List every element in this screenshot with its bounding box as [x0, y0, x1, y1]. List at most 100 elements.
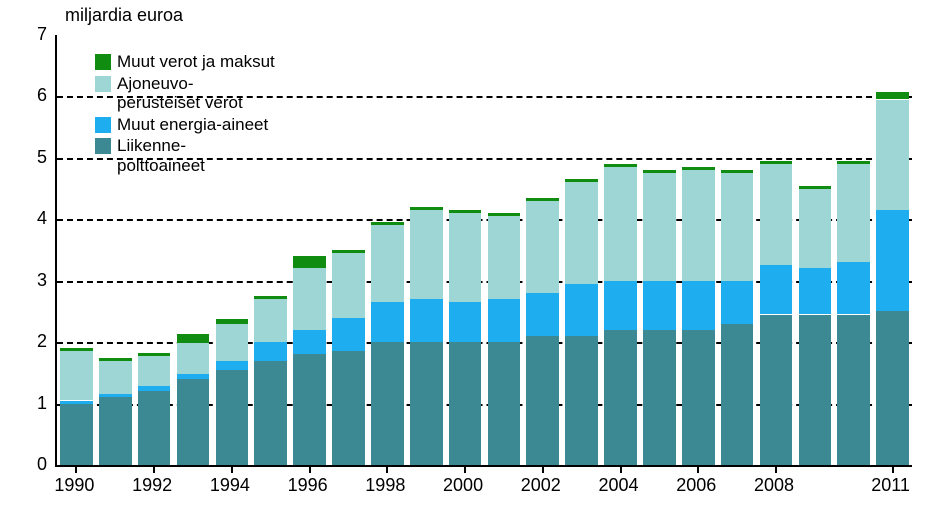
bar-segment: [682, 330, 715, 465]
bar-segment: [565, 182, 598, 283]
legend-item: Ajoneuvo- perusteiset verot: [95, 74, 275, 113]
bar-segment: [177, 334, 210, 343]
bar-segment: [721, 324, 754, 465]
bar-segment: [410, 207, 443, 210]
bar-segment: [643, 173, 676, 281]
bar-segment: [410, 299, 443, 342]
bar-segment: [682, 167, 715, 170]
bar-segment: [565, 336, 598, 465]
bar-segment: [177, 343, 210, 374]
bar-segment: [99, 397, 132, 465]
x-tick-mark: [697, 465, 699, 473]
bar-segment: [837, 164, 870, 262]
bar-segment: [488, 213, 521, 216]
bar-segment: [332, 253, 365, 318]
bar-segment: [721, 173, 754, 281]
bar-segment: [876, 100, 909, 211]
x-tick-mark: [620, 465, 622, 473]
bar-segment: [799, 315, 832, 466]
bar-segment: [99, 358, 132, 361]
bar-segment: [60, 348, 93, 351]
bar-segment: [332, 318, 365, 352]
x-tick-label: 1992: [122, 475, 182, 496]
bar-segment: [254, 296, 287, 299]
bar-segment: [60, 404, 93, 465]
bar-segment: [876, 311, 909, 465]
bar-segment: [488, 299, 521, 342]
bar-segment: [643, 281, 676, 330]
bar-segment: [682, 281, 715, 330]
x-tick-label: 1990: [44, 475, 104, 496]
bar-segment: [721, 281, 754, 324]
legend-swatch: [95, 76, 111, 92]
bar-segment: [138, 386, 171, 391]
legend-label: Liikenne- polttoaineet: [117, 136, 205, 175]
bar-segment: [99, 361, 132, 395]
bar-segment: [837, 262, 870, 314]
bar-segment: [99, 394, 132, 397]
bar-segment: [488, 216, 521, 299]
bar-segment: [799, 189, 832, 269]
bar-segment: [876, 210, 909, 311]
bar-segment: [254, 299, 287, 342]
bar-segment: [799, 268, 832, 314]
legend-item: Muut energia-aineet: [95, 115, 275, 135]
y-tick-label: 4: [25, 208, 47, 229]
x-tick-label: 1998: [355, 475, 415, 496]
x-tick-label: 2004: [589, 475, 649, 496]
bar-segment: [565, 284, 598, 336]
bar-segment: [604, 164, 637, 167]
bar-segment: [565, 179, 598, 182]
x-tick-mark: [75, 465, 77, 473]
bar-segment: [449, 342, 482, 465]
legend: Muut verot ja maksutAjoneuvo- perusteise…: [95, 52, 275, 177]
bar-segment: [604, 167, 637, 281]
y-tick-label: 2: [25, 331, 47, 352]
bar-segment: [371, 342, 404, 465]
x-tick-mark: [775, 465, 777, 473]
bar-segment: [682, 170, 715, 281]
bar-segment: [449, 213, 482, 302]
bar-segment: [216, 324, 249, 361]
bar-segment: [721, 170, 754, 173]
bar-segment: [371, 222, 404, 225]
x-tick-label: 2000: [433, 475, 493, 496]
bar-segment: [293, 354, 326, 465]
x-tick-label: 2006: [666, 475, 726, 496]
bar-segment: [604, 281, 637, 330]
y-axis-title: miljardia euroa: [65, 5, 183, 26]
bar-segment: [254, 361, 287, 465]
bar-segment: [526, 198, 559, 201]
y-tick-label: 0: [25, 454, 47, 475]
bar-segment: [760, 265, 793, 314]
bar-segment: [177, 379, 210, 465]
bar-segment: [216, 361, 249, 370]
legend-item: Muut verot ja maksut: [95, 52, 275, 72]
bar-segment: [371, 225, 404, 302]
bar-segment: [643, 170, 676, 173]
legend-swatch: [95, 54, 111, 70]
chart-container: miljardia euroa Muut verot ja maksutAjon…: [0, 0, 927, 509]
bar-segment: [449, 210, 482, 213]
y-tick-label: 7: [25, 24, 47, 45]
x-tick-label: 2002: [511, 475, 571, 496]
x-tick-mark: [542, 465, 544, 473]
bar-segment: [643, 330, 676, 465]
bar-segment: [760, 164, 793, 265]
bar-segment: [760, 161, 793, 164]
y-tick-label: 5: [25, 147, 47, 168]
x-tick-mark: [153, 465, 155, 473]
x-tick-label: 1996: [278, 475, 338, 496]
bar-segment: [138, 353, 171, 356]
bar-segment: [60, 401, 93, 404]
bar-segment: [332, 250, 365, 253]
bar-segment: [371, 302, 404, 342]
bar-segment: [410, 210, 443, 299]
bar-segment: [837, 161, 870, 164]
y-tick-label: 3: [25, 270, 47, 291]
bar-segment: [760, 315, 793, 466]
legend-label: Muut verot ja maksut: [117, 52, 275, 72]
y-tick-label: 6: [25, 85, 47, 106]
bar-segment: [488, 342, 521, 465]
bar-segment: [138, 391, 171, 465]
